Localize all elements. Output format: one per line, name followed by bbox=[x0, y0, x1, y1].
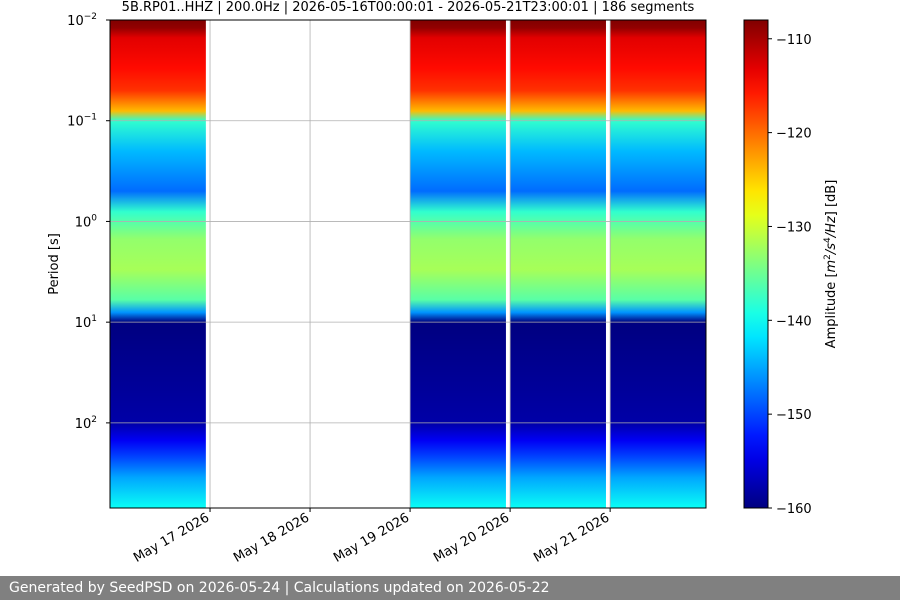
x-tick-label: May 21 2026 bbox=[531, 510, 612, 565]
colorbar-tick-label: −120 bbox=[776, 127, 812, 142]
y-tick-label: 102 bbox=[75, 415, 97, 432]
chart-title: 5B.RP01..HHZ | 200.0Hz | 2026-05-16T00:0… bbox=[122, 0, 695, 15]
psd-spectrogram-chart: 5B.RP01..HHZ | 200.0Hz | 2026-05-16T00:0… bbox=[47, 0, 839, 566]
colorbar-tick-label: −160 bbox=[776, 502, 812, 517]
grid-lines bbox=[110, 19, 706, 508]
x-tick-label: May 17 2026 bbox=[131, 510, 212, 565]
data-segment-2 bbox=[410, 20, 506, 508]
x-tick-label: May 18 2026 bbox=[231, 510, 312, 565]
colorbar-tick-label: −150 bbox=[776, 408, 812, 423]
y-tick-label: 100 bbox=[75, 213, 98, 230]
colorbar bbox=[743, 19, 769, 509]
y-axis-label: Period [s] bbox=[47, 233, 62, 295]
x-axis: May 17 2026 May 18 2026 May 19 2026 May 20 … bbox=[131, 508, 612, 566]
colorbar-label: Amplitude [m2/s4/Hz] [dB] bbox=[823, 180, 839, 349]
y-axis: 10−2 10−1 100 101 102 bbox=[67, 12, 110, 432]
plot-area bbox=[110, 20, 706, 508]
colorbar-tick-label: −140 bbox=[776, 314, 812, 329]
data-segment-4 bbox=[610, 20, 706, 508]
y-tick-label: 101 bbox=[75, 314, 97, 331]
colorbar-tick-label: −130 bbox=[776, 220, 812, 235]
colorbar-ticks: −110 −120 −130 −140 −150 −160 bbox=[768, 33, 812, 517]
footer-status: Generated by SeedPSD on 2026-05-24 | Cal… bbox=[0, 576, 900, 600]
data-segment-1 bbox=[110, 20, 206, 508]
data-segment-3 bbox=[510, 20, 606, 508]
y-tick-label: 10−2 bbox=[67, 12, 97, 29]
x-tick-label: May 20 2026 bbox=[431, 510, 512, 565]
colorbar-tick-label: −110 bbox=[776, 33, 812, 48]
x-tick-label: May 19 2026 bbox=[331, 510, 412, 565]
plot-frame bbox=[109, 19, 707, 509]
y-tick-label: 10−1 bbox=[67, 113, 97, 130]
